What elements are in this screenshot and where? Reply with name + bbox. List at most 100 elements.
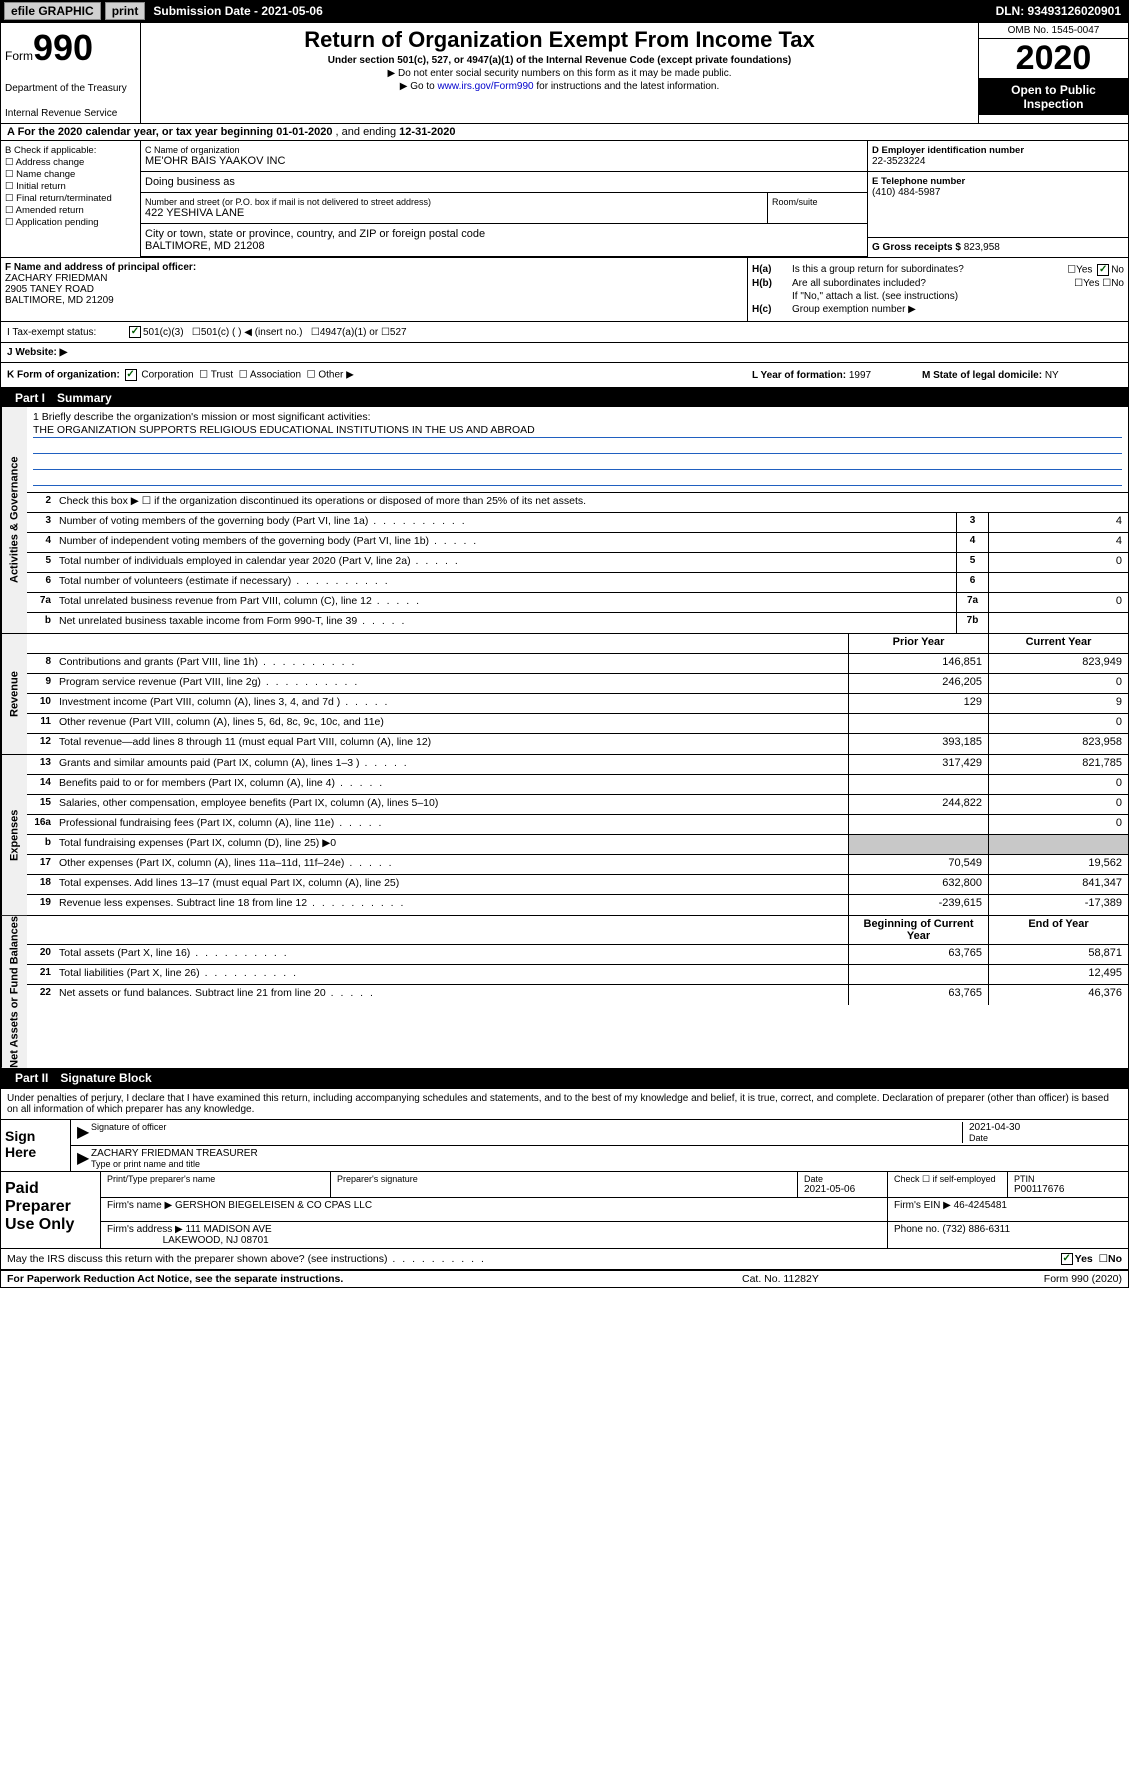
- expenses-tab: Expenses: [1, 755, 27, 915]
- gross-value: 823,958: [964, 242, 1000, 253]
- form-number: 990: [33, 27, 93, 68]
- top-toolbar: efile GRAPHIC print Submission Date - 20…: [0, 0, 1129, 22]
- discuss-no: No: [1108, 1253, 1122, 1265]
- open-to-public: Open to Public Inspection: [979, 79, 1128, 115]
- hb-label: H(b): [752, 278, 792, 289]
- row-4: 4 Number of independent voting members o…: [27, 533, 1128, 553]
- row-9: 9Program service revenue (Part VIII, lin…: [27, 674, 1128, 694]
- goto-post: for instructions and the latest informat…: [534, 81, 720, 92]
- governance-tab: Activities & Governance: [1, 407, 27, 633]
- print-button[interactable]: print: [105, 2, 146, 20]
- dept-treasury: Department of the Treasury: [5, 83, 136, 94]
- column-b: B Check if applicable: ☐ Address change …: [1, 141, 141, 257]
- mission-label: 1 Briefly describe the organization's mi…: [33, 411, 1122, 423]
- discuss-yes: Yes: [1075, 1253, 1093, 1265]
- row-22: 22Net assets or fund balances. Subtract …: [27, 985, 1128, 1005]
- tax-501c3-checkbox[interactable]: [129, 326, 141, 338]
- info-grid: B Check if applicable: ☐ Address change …: [1, 141, 1128, 258]
- expenses-section: Expenses 13Grants and similar amounts pa…: [1, 755, 1128, 916]
- prep-name-label: Print/Type preparer's name: [107, 1174, 324, 1184]
- row-15: 15Salaries, other compensation, employee…: [27, 795, 1128, 815]
- h-cell: H(a) Is this a group return for subordin…: [748, 258, 1128, 321]
- sig-arrow1: ▶: [77, 1122, 91, 1143]
- sign-here-label: Sign Here: [1, 1120, 71, 1171]
- hb-text: Are all subordinates included?: [792, 278, 1074, 289]
- sig-date-label: Date: [969, 1133, 1122, 1143]
- officer-addr2: BALTIMORE, MD 21209: [5, 295, 743, 306]
- tax-status-row: I Tax-exempt status: 501(c)(3) ☐ 501(c) …: [1, 322, 1128, 343]
- sig-date: 2021-04-30: [969, 1122, 1122, 1133]
- fh-row: F Name and address of principal officer:…: [1, 258, 1128, 322]
- part1-header: Part I Summary: [1, 389, 1128, 407]
- ha-label: H(a): [752, 264, 792, 276]
- part2-title: Signature Block: [60, 1071, 151, 1085]
- ein-value: 22-3523224: [872, 156, 1124, 167]
- discuss-yes-checkbox[interactable]: [1061, 1253, 1073, 1265]
- ha-no-checkbox[interactable]: [1097, 264, 1109, 276]
- current-year-header: Current Year: [988, 634, 1128, 653]
- city-value: BALTIMORE, MD 21208: [145, 240, 863, 252]
- k-form-org: K Form of organization: Corporation ☐ Tr…: [7, 369, 752, 381]
- firm-addr2-value: LAKEWOOD, NJ 08701: [163, 1235, 269, 1246]
- website-row: J Website: ▶: [1, 343, 1128, 363]
- perjury-declaration: Under penalties of perjury, I declare th…: [1, 1089, 1128, 1120]
- firm-ein-label: Firm's EIN ▶: [894, 1200, 951, 1211]
- column-deg: D Employer identification number 22-3523…: [868, 141, 1128, 257]
- prep-date-label: Date: [804, 1174, 881, 1184]
- form-ref: Form 990 (2020): [942, 1273, 1122, 1285]
- mission-text: THE ORGANIZATION SUPPORTS RELIGIOUS EDUC…: [33, 423, 1122, 438]
- street-value: 422 YESHIVA LANE: [145, 207, 763, 219]
- ptin-value: P00117676: [1014, 1184, 1122, 1195]
- form-number-box: Form990 Department of the Treasury Inter…: [1, 23, 141, 123]
- revenue-header-row: Prior Year Current Year: [27, 634, 1128, 654]
- tax-527: 527: [390, 327, 407, 338]
- dba-cell: Doing business as: [141, 172, 868, 193]
- hb-checks: ☐Yes ☐No: [1074, 278, 1124, 289]
- form-header: Form990 Department of the Treasury Inter…: [1, 23, 1128, 124]
- mission-blank3: [33, 472, 1122, 486]
- officer-sub: Type or print name and title: [91, 1159, 1122, 1169]
- firm-name-value: GERSHON BIEGELEISEN & CO CPAS LLC: [175, 1200, 372, 1211]
- row-14: 14Benefits paid to or for members (Part …: [27, 775, 1128, 795]
- paid-preparer-label: Paid Preparer Use Only: [1, 1172, 101, 1248]
- row-16a: 16aProfessional fundraising fees (Part I…: [27, 815, 1128, 835]
- begin-year-header: Beginning of Current Year: [848, 916, 988, 944]
- prep-sig-label: Preparer's signature: [337, 1174, 791, 1184]
- goto-pre: ▶ Go to: [400, 81, 438, 92]
- submission-date-label: Submission Date - 2021-05-06: [153, 4, 322, 18]
- tax-year: 2020: [979, 39, 1128, 79]
- room-cell: Room/suite: [768, 193, 868, 223]
- part1-num: Part I: [7, 391, 53, 405]
- sig-officer-label: Signature of officer: [91, 1122, 962, 1132]
- form-title: Return of Organization Exempt From Incom…: [149, 27, 970, 53]
- row-21: 21Total liabilities (Part X, line 26)12,…: [27, 965, 1128, 985]
- f-label: F Name and address of principal officer:: [5, 262, 743, 273]
- phone-value: (410) 484-5987: [872, 187, 1124, 198]
- row-6: 6 Total number of volunteers (estimate i…: [27, 573, 1128, 593]
- sig-arrow2: ▶: [77, 1148, 91, 1169]
- ein-cell: D Employer identification number 22-3523…: [868, 141, 1128, 172]
- gross-label: G Gross receipts $: [872, 242, 961, 253]
- mission-blank1: [33, 440, 1122, 454]
- org-name-cell: C Name of organization ME'OHR BAIS YAAKO…: [141, 141, 868, 171]
- officer-typed-name: ZACHARY FRIEDMAN TREASURER: [91, 1148, 1122, 1159]
- tax-501c3: 501(c)(3): [143, 327, 184, 338]
- part1-title: Summary: [57, 391, 112, 405]
- irs-link[interactable]: www.irs.gov/Form990: [437, 81, 533, 92]
- paid-preparer-row: Paid Preparer Use Only Print/Type prepar…: [1, 1172, 1128, 1249]
- firm-phone-value: (732) 886-6311: [942, 1224, 1010, 1235]
- column-c: C Name of organization ME'OHR BAIS YAAKO…: [141, 141, 868, 257]
- efile-button[interactable]: efile GRAPHIC: [4, 2, 101, 20]
- dept-irs: Internal Revenue Service: [5, 108, 136, 119]
- form-subtitle: Under section 501(c), 527, or 4947(a)(1)…: [149, 55, 970, 66]
- net-header-row: Beginning of Current Year End of Year: [27, 916, 1128, 945]
- ha-text: Is this a group return for subordinates?: [792, 264, 1067, 276]
- net-assets-tab: Net Assets or Fund Balances: [1, 916, 27, 1068]
- omb-number: OMB No. 1545-0047: [979, 23, 1128, 39]
- year-box: OMB No. 1545-0047 2020 Open to Public In…: [978, 23, 1128, 123]
- check-application-pending: ☐ Application pending: [5, 217, 136, 228]
- mission-blank2: [33, 456, 1122, 470]
- street-cell: Number and street (or P.O. box if mail i…: [141, 193, 768, 223]
- gross-receipts-cell: G Gross receipts $ 823,958: [868, 238, 1128, 257]
- k-corp-checkbox[interactable]: [125, 369, 137, 381]
